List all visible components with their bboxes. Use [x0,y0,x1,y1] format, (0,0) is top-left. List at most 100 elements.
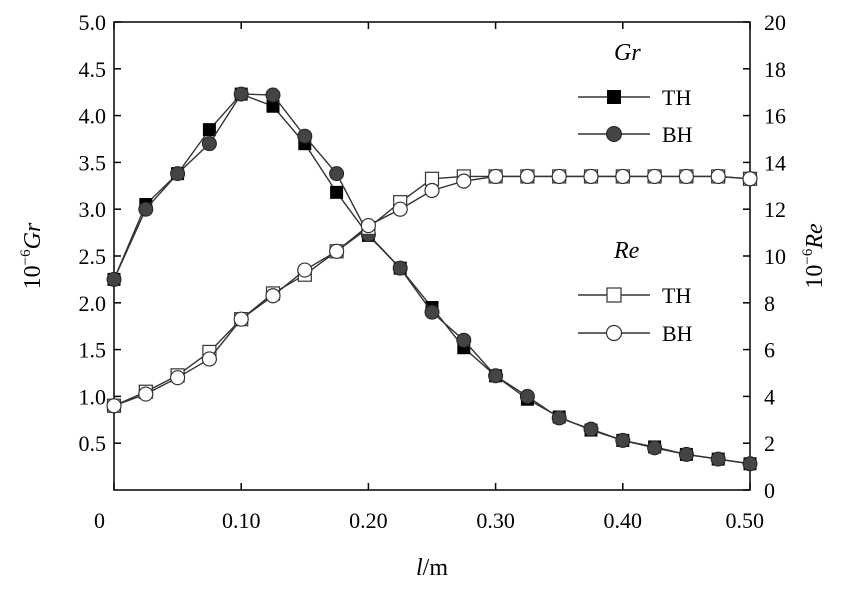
series-re-bh-line [113,175,751,407]
data-point-open-circle [519,168,536,185]
data-point-open-circle [678,168,695,185]
legend-item-gr-th: TH [578,85,691,110]
y-right-tick-label: 2 [764,431,775,456]
legend-marker-open-circle [605,324,623,342]
y-left-tick-label: 2.0 [79,291,107,316]
legend-item-re-bh: BH [578,321,693,346]
data-point-filled-circle [615,432,631,448]
y-right-tick-label: 14 [764,150,786,175]
data-point-open-circle [742,171,758,187]
data-point-open-circle [424,182,440,199]
y-left-tick-label: 1.5 [79,338,107,363]
series-gr-bh [106,86,758,472]
data-point-open-circle [456,173,472,189]
y-left-axis-title: 10−6Gr [18,222,46,289]
legend-marker-open-square [606,287,622,303]
data-point-open-circle [583,168,599,185]
series-re-bh [106,168,758,414]
data-point-filled-circle [742,456,758,472]
series-re-th [106,169,758,413]
y-left-tick-label: 2.5 [79,244,107,269]
data-point-filled-circle [710,451,726,467]
y-right-axis-title: 10−6Re [800,223,828,289]
data-point-open-circle [488,168,504,185]
data-point-open-circle [392,201,408,217]
plot-frame [113,21,751,491]
legend-label-re-th: TH [662,283,691,308]
y-right-tick-label: 18 [764,57,786,82]
y-left-tick-label: 3.0 [79,197,107,222]
data-point-filled-circle [424,304,440,320]
data-point-filled-circle [138,201,154,217]
y-left-tick-label: 1.0 [79,384,107,409]
y-left-axis-ticks: 0.5 1.0 1.5 2.0 2.5 3.0 3.5 4.0 4.5 5.0 [79,10,121,456]
data-point-filled-circle [583,421,599,437]
data-point-filled-circle [519,388,535,404]
y-right-tick-label: 10 [764,244,786,269]
data-point-open-circle [265,288,281,304]
x-tick-label: 0.30 [476,508,515,533]
y-right-tick-label: 20 [764,10,786,35]
legend: Gr TH BH Re TH BH [578,40,693,346]
data-point-filled-square [266,99,280,113]
data-point-open-circle [297,262,313,278]
series-re-th-line [113,175,751,407]
y-left-tick-label: 5.0 [79,10,107,35]
data-point-filled-circle [297,128,313,144]
data-point-filled-square [330,185,344,199]
data-point-open-circle [138,386,154,402]
data-point-open-circle [710,168,726,185]
legend-label-re-bh: BH [662,321,693,346]
data-point-open-circle [551,168,567,185]
legend-label-gr-th: TH [662,85,691,110]
x-tick-label: 0.20 [349,508,388,533]
x-tick-label: 0.50 [726,508,765,533]
y-left-tick-label: 4.0 [79,104,107,129]
data-point-filled-circle [678,446,694,462]
legend-marker-filled-circle [606,126,622,142]
data-point-filled-square [202,123,216,137]
data-point-filled-circle [392,260,408,276]
data-point-filled-circle [170,166,186,182]
legend-marker-filled-square [607,90,621,104]
y-right-tick-label: 6 [764,338,775,363]
y-right-tick-label: 16 [764,104,786,129]
x-axis-ticks: 0 0.10 0.20 0.30 0.40 0.50 [94,22,764,533]
y-left-tick-label: 0.5 [79,431,107,456]
data-point-filled-circle [488,368,504,384]
legend-item-gr-bh: BH [578,122,693,147]
data-point-open-circle [106,398,122,414]
y-right-tick-label: 0 [764,478,775,503]
data-point-open-circle [170,370,186,386]
data-point-filled-circle [201,136,217,152]
data-point-filled-circle [329,166,345,182]
y-right-tick-label: 12 [764,197,786,222]
legend-item-re-th: TH [578,283,691,308]
y-left-tick-label: 3.5 [79,150,107,175]
data-point-open-circle [201,351,217,367]
data-point-open-circle [360,217,376,234]
data-point-filled-circle [106,271,122,287]
data-point-filled-circle [551,410,567,426]
data-point-open-circle [615,168,631,185]
data-point-open-circle [233,311,249,327]
x-tick-label: 0 [94,508,105,533]
data-point-filled-circle [233,86,249,102]
legend-title-re: Re [613,238,640,264]
y-right-tick-label: 4 [764,384,775,409]
legend-label-gr-bh: BH [662,122,693,147]
y-right-axis-ticks: 0 2 4 6 8 10 12 14 16 18 20 [743,10,786,503]
data-point-filled-circle [265,87,281,103]
y-right-tick-label: 8 [764,291,775,316]
legend-title-gr: Gr [614,40,641,66]
y-left-tick-label: 4.5 [79,57,107,82]
x-tick-label: 0.40 [604,508,643,533]
data-point-open-circle [646,168,663,185]
data-point-filled-circle [456,332,472,348]
data-point-filled-circle [647,440,663,456]
x-axis-title: l/m [416,555,448,581]
series-layer [106,86,758,472]
x-tick-label: 0.10 [222,508,261,533]
data-point-open-circle [329,243,345,259]
